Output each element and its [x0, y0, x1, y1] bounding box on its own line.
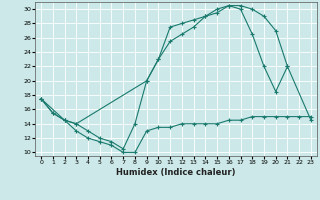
X-axis label: Humidex (Indice chaleur): Humidex (Indice chaleur)	[116, 168, 236, 177]
